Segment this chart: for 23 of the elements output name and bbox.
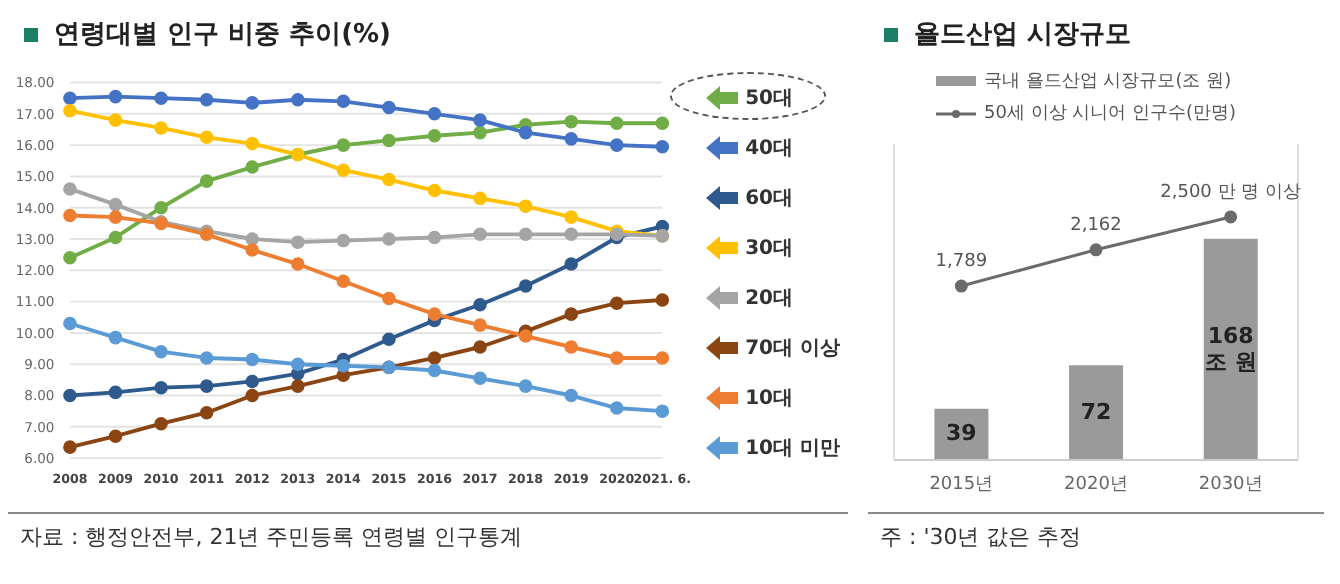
legend-label: 20대: [745, 285, 794, 311]
legend-label: 60대: [745, 185, 794, 211]
text: 자료 : 행정안전부, 21년 주민등록 연령별 인구통계: [20, 522, 525, 552]
legend-label: 50대: [745, 85, 794, 111]
legend-label: 국내 욜드산업 시장규모(조 원): [984, 70, 1232, 94]
data-label: 72: [1080, 398, 1112, 425]
legend-label: 30대: [745, 235, 794, 261]
chart-title: 욜드산업 시장규모: [914, 18, 1132, 52]
chart-title: 연령대별 인구 비중 추이(%): [54, 18, 391, 52]
data-label: 2,162: [1070, 215, 1122, 236]
data-label: 39: [946, 420, 977, 447]
legend-label: 10대: [745, 385, 794, 411]
x-tick-label: 2030년: [1198, 474, 1263, 495]
legend-label: 70대 이상: [745, 335, 840, 361]
data-label: 1,789: [935, 252, 988, 273]
legend-label: 50세 이상 시니어 인구수(만명): [984, 102, 1237, 126]
data-label: 2,500 만 명 이상: [1160, 182, 1302, 203]
text: 주 : '30년 값은 추정: [880, 522, 1084, 552]
x-tick-label: 2015년: [929, 474, 994, 495]
legend-label: 40대: [745, 135, 794, 161]
legend-label: 10대 미만: [745, 435, 840, 461]
data-label: 168 조 원: [1204, 323, 1257, 376]
x-tick-label: 2020년: [1064, 474, 1128, 495]
